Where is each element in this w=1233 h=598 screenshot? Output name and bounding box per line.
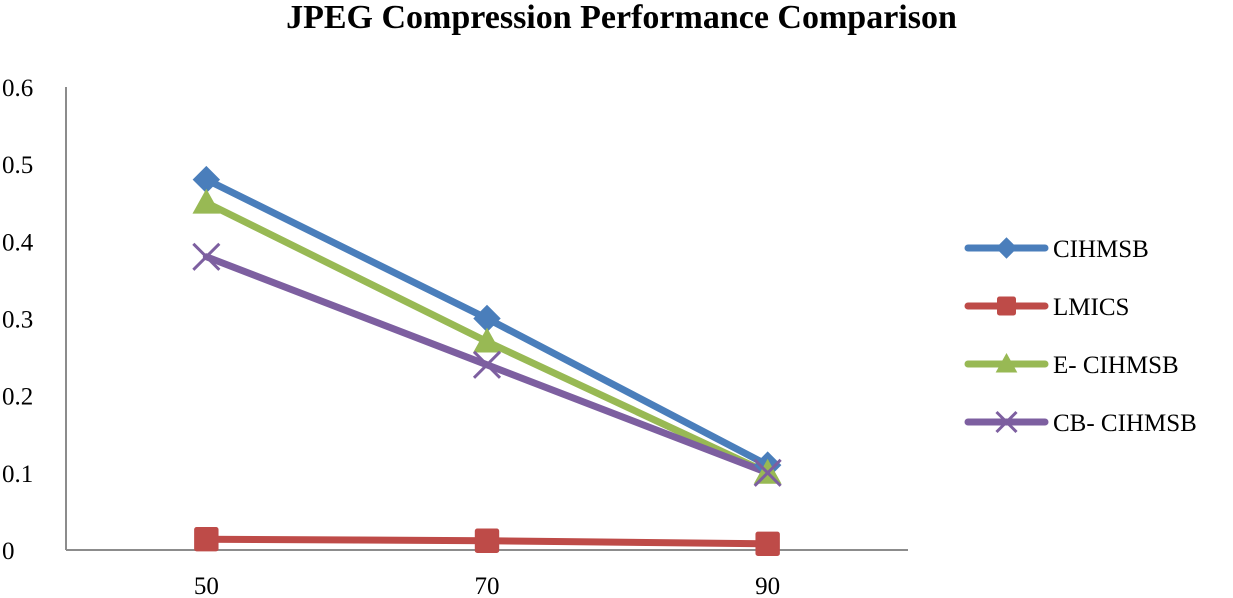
legend-label: LMICS [1053,294,1129,321]
data-point [995,410,1018,434]
y-tick-label: 0.6 [2,75,33,102]
legend-item: CB- CIHMSB [964,410,1197,437]
x-tick-label: 90 [755,573,780,598]
data-point [473,304,501,333]
x-tick-label: 70 [475,573,500,598]
legend-label: CB- CIHMSB [1053,410,1197,437]
data-point [473,327,501,353]
series-markers [192,165,782,557]
data-point [192,188,221,214]
data-point-stroke [753,458,782,487]
y-tick-label: 0 [2,538,15,565]
y-tick-label: 0.5 [2,152,33,179]
data-point [753,458,782,487]
data-point [472,350,502,379]
legend-item: E- CIHMSB [964,352,1179,379]
data-point [995,352,1018,373]
series-lines [202,176,772,548]
legend: CIHMSB LMICS E- CIHMSB CB- CIHMSB [964,236,1197,437]
legend-label: CIHMSB [1053,236,1149,263]
legend-item: CIHMSB [964,236,1149,263]
y-tick-label: 0.1 [2,461,33,488]
legend-item: LMICS [964,294,1129,321]
chart-title: JPEG Compression Performance Comparison [286,0,957,36]
y-tick-label: 0.3 [2,307,33,334]
data-point [995,237,1018,259]
data-point [194,526,219,552]
data-point-stroke [995,410,1018,434]
data-point [192,242,221,271]
data-point [997,296,1016,316]
y-tick-label: 0.2 [2,384,33,411]
x-tick-label: 50 [194,573,219,598]
data-point [755,531,780,557]
y-tick-label: 0.4 [2,229,34,256]
x-axis-ticks: 50 70 90 [194,573,780,598]
data-point-stroke [192,242,221,271]
data-point [474,528,500,553]
y-axis-ticks: 0 0.1 0.2 0.3 0.4 0.5 0.6 [2,75,34,565]
data-point [192,165,221,194]
data-point-stroke [472,350,502,379]
legend-label: E- CIHMSB [1053,352,1179,379]
